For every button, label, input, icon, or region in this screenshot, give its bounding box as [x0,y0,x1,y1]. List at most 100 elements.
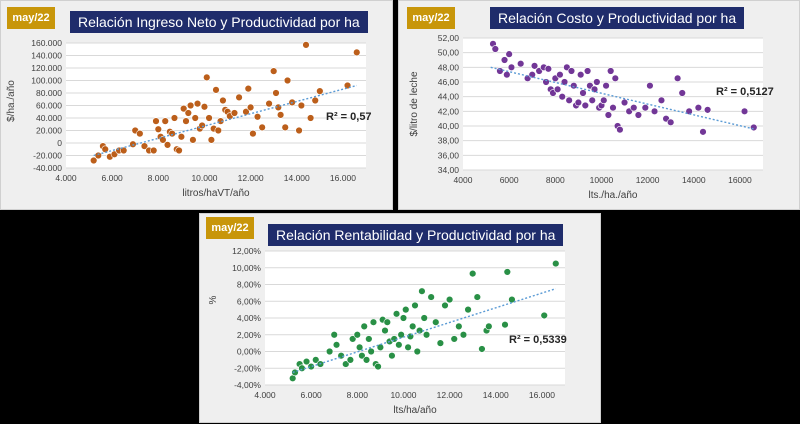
data-point [161,117,169,125]
data-point [567,67,576,75]
y-tick-label: 52,00 [438,33,460,43]
data-point [369,318,378,326]
data-point [381,326,389,335]
data-point [291,368,299,377]
data-point [553,85,562,94]
x-tick-label: 10000 [590,175,614,185]
data-point [249,129,257,138]
data-point [673,74,682,83]
data-point [611,74,620,83]
y-tick-label: 12,00% [232,246,261,256]
date-badge: may/22 [7,7,55,29]
data-point [383,318,392,326]
chart-panel-ingreso: may/22 Relación Ingreso Neto y Productiv… [0,0,393,210]
y-axis-label: $/ha./año [6,80,17,122]
x-axis-label: lts/ha/año [393,405,437,416]
y-tick-label: 40.000 [36,113,62,123]
data-point [295,126,303,135]
y-tick-label: 20.000 [36,126,62,136]
date-badge: may/22 [206,217,254,239]
data-point [129,140,137,148]
data-point [583,67,592,75]
data-point [281,123,289,132]
data-point [149,146,158,155]
data-point [163,141,172,149]
data-point [415,326,424,335]
data-point [600,96,608,105]
data-point [544,65,553,73]
data-point [219,96,227,105]
data-point [427,293,435,301]
data-point [413,347,422,356]
date-badge: may/22 [407,7,455,29]
data-point [136,129,144,138]
y-tick-label: 100.000 [31,76,62,86]
y-tick-label: 6,00% [237,296,262,306]
data-point [297,101,306,110]
data-point [258,123,266,132]
data-point [478,345,486,353]
y-tick-label: 80.000 [36,88,62,98]
data-point [420,314,428,322]
x-tick-label: 6000 [500,175,519,185]
y-tick-label: 50,00 [438,48,460,58]
y-axis-label: % [208,295,219,304]
data-point [646,81,654,90]
data-point [750,123,758,132]
data-point [634,111,643,119]
data-point [177,133,186,141]
y-tick-label: 60.000 [36,101,62,111]
y-tick-label: 34,00 [438,165,460,175]
data-point [186,101,195,110]
y-tick-label: 140.000 [31,51,62,61]
data-point [464,305,472,314]
x-tick-label: 14.000 [483,390,509,400]
data-point [353,48,361,57]
data-point [616,125,624,134]
data-point [205,114,213,122]
data-point [330,331,338,339]
x-tick-label: 10.000 [191,173,217,183]
data-point [579,89,587,97]
data-point [325,347,334,356]
data-point [609,103,617,112]
y-tick-label: -20.000 [33,151,62,161]
r-squared-label: R² = 0,5339 [509,334,567,346]
chart-title: Relación Rentabilidad y Productividad po… [268,224,564,246]
data-point [552,259,560,268]
data-point [606,67,615,75]
data-point [630,103,638,112]
data-point [253,113,262,121]
data-point [189,136,197,144]
data-point [402,305,410,314]
chart-panel-costo: may/22 Relación Costo y Productividad po… [398,0,800,210]
data-point [276,111,285,119]
x-tick-label: 14.000 [284,173,310,183]
x-tick-label: 16.000 [529,390,555,400]
x-tick-label: 8.000 [148,173,170,183]
y-tick-label: 48,00 [438,62,460,72]
data-point [316,87,324,95]
y-tick-label: 160.000 [31,38,62,48]
data-point [740,107,749,116]
data-point [455,322,463,331]
data-point [152,117,160,125]
data-point [411,301,419,310]
data-point [307,362,315,371]
data-point [246,103,255,112]
data-point [265,99,273,108]
data-point [179,104,188,113]
data-point [459,331,468,339]
data-point [620,98,629,107]
data-point [678,89,686,97]
data-point [101,145,109,153]
data-point [395,341,403,349]
data-point [154,125,163,133]
data-point [365,335,373,343]
data-point [503,268,512,276]
data-point [283,76,292,85]
data-point [348,335,357,343]
x-tick-label: 4000 [454,175,473,185]
data-point [530,62,539,70]
y-tick-label: 38,00 [438,136,460,146]
